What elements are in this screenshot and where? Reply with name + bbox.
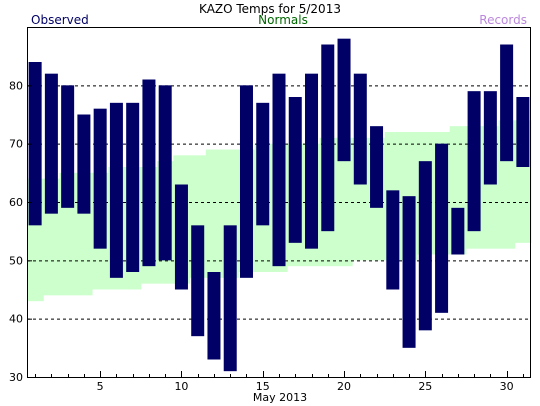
observed-bar-day-27: [451, 207, 465, 255]
normal-range-day-12: [205, 149, 223, 278]
observed-bars: [28, 38, 530, 372]
observed-bar-day-26: [435, 143, 449, 313]
legend-observed-label: Observed: [31, 13, 89, 27]
observed-bar-day-20: [337, 38, 351, 162]
observed-bar-day-6: [109, 102, 123, 278]
observed-bar-day-31: [516, 97, 530, 167]
observed-bar-day-10: [174, 184, 188, 290]
y-tick-label-30: 30: [9, 371, 23, 384]
observed-bar-day-30: [500, 44, 514, 162]
x-tick-label-15: 15: [256, 380, 270, 393]
x-tick-label-25: 25: [418, 380, 432, 393]
observed-bar-day-23: [386, 190, 400, 290]
observed-bar-day-15: [256, 102, 270, 226]
legend-records-label: Records: [479, 13, 527, 27]
observed-bar-day-12: [207, 272, 221, 360]
observed-bar-day-29: [483, 91, 497, 185]
observed-bar-day-17: [288, 97, 302, 243]
observed-bar-day-25: [418, 161, 432, 331]
observed-bar-day-7: [126, 102, 140, 272]
observed-bar-day-4: [77, 114, 91, 214]
observed-bar-day-28: [467, 91, 481, 232]
y-tick-label-60: 60: [9, 196, 23, 209]
x-tick-label-5: 5: [97, 380, 104, 393]
chart-title: KAZO Temps for 5/2013: [199, 2, 341, 16]
y-tick-label-40: 40: [9, 313, 23, 326]
y-tick-label-70: 70: [9, 138, 23, 151]
observed-bar-day-18: [305, 73, 319, 249]
observed-bar-day-19: [321, 44, 335, 232]
x-axis-label: May 2013: [253, 391, 307, 404]
legend-normals-label: Normals: [258, 13, 308, 27]
observed-bar-day-5: [93, 108, 107, 249]
observed-bar-day-16: [272, 73, 286, 267]
observed-bar-day-21: [353, 73, 367, 185]
observed-bar-day-22: [370, 126, 384, 208]
normal-range-day-20: [335, 137, 353, 267]
observed-bar-day-8: [142, 79, 156, 267]
observed-bar-day-9: [158, 85, 172, 261]
observed-bar-day-11: [191, 225, 205, 337]
observed-bar-day-24: [402, 196, 416, 348]
axes: 30 40 50 60 70 80 5 10 15 20 25 30: [9, 27, 531, 393]
observed-bar-day-14: [239, 85, 253, 278]
x-tick-label-30: 30: [500, 380, 514, 393]
observed-bar-day-2: [44, 73, 58, 214]
observed-bar-day-13: [223, 225, 237, 372]
y-tick-label-50: 50: [9, 254, 23, 267]
observed-bar-day-1: [28, 62, 42, 226]
x-tick-label-20: 20: [337, 380, 351, 393]
y-tick-label-80: 80: [9, 79, 23, 92]
observed-bar-day-3: [61, 85, 75, 208]
x-tick-label-10: 10: [174, 380, 188, 393]
